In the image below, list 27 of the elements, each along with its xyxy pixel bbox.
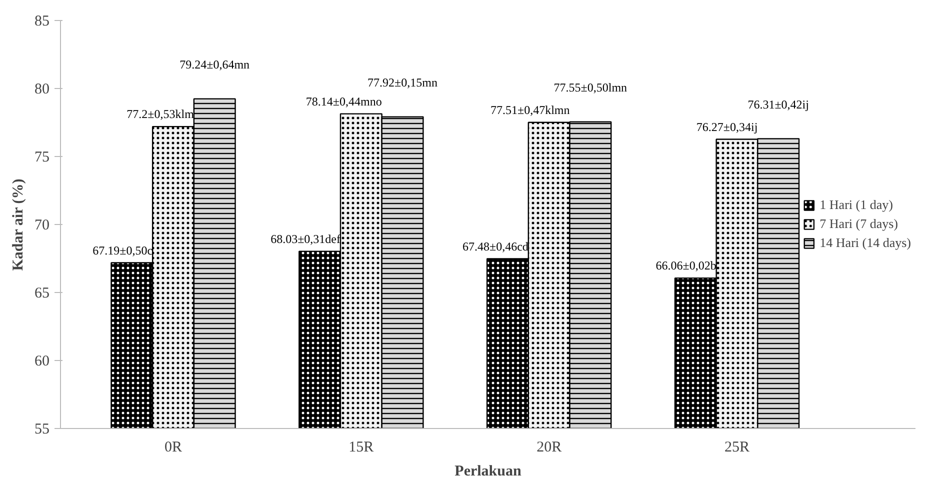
y-tick-label: 60 <box>34 354 50 370</box>
data-label: 67.48±0,46cd <box>462 239 528 254</box>
y-tick-label: 55 <box>34 422 50 438</box>
legend-label: 7 Hari (7 days) <box>820 216 898 232</box>
data-label: 77.55±0,50lmn <box>554 80 628 95</box>
data-label: 77.2±0,53klm <box>126 107 195 122</box>
legend-label: 14 Hari (14 days) <box>820 235 911 251</box>
x-tick-label: 0R <box>164 440 182 456</box>
data-label: 77.51±0,47klmn <box>490 102 570 117</box>
data-label: 76.27±0,34ij <box>696 120 758 134</box>
data-label: 76.31±0,42ij <box>748 97 809 112</box>
x-tick-label: 20R <box>536 440 562 456</box>
x-tick-label: 25R <box>724 440 750 456</box>
y-tick-label: 65 <box>34 286 50 302</box>
data-label: 77.92±0,15mn <box>368 76 438 90</box>
data-label: 68.03±0,31def <box>270 232 341 246</box>
y-tick-label: 70 <box>34 218 50 234</box>
y-tick-label: 75 <box>34 150 50 166</box>
x-axis-title: Perlakuan <box>454 464 522 480</box>
data-label: 78.14±0,44mno <box>306 94 382 108</box>
data-label: 79.24±0,64mn <box>180 58 250 72</box>
y-tick-label: 80 <box>34 82 50 98</box>
y-axis-title: Kadar air (%) <box>10 178 26 271</box>
x-tick-label: 15R <box>348 440 374 456</box>
legend-label: 1 Hari (1 day) <box>820 197 893 213</box>
data-label: 67.19±0,50c <box>92 243 153 258</box>
y-tick-label: 85 <box>34 14 50 30</box>
